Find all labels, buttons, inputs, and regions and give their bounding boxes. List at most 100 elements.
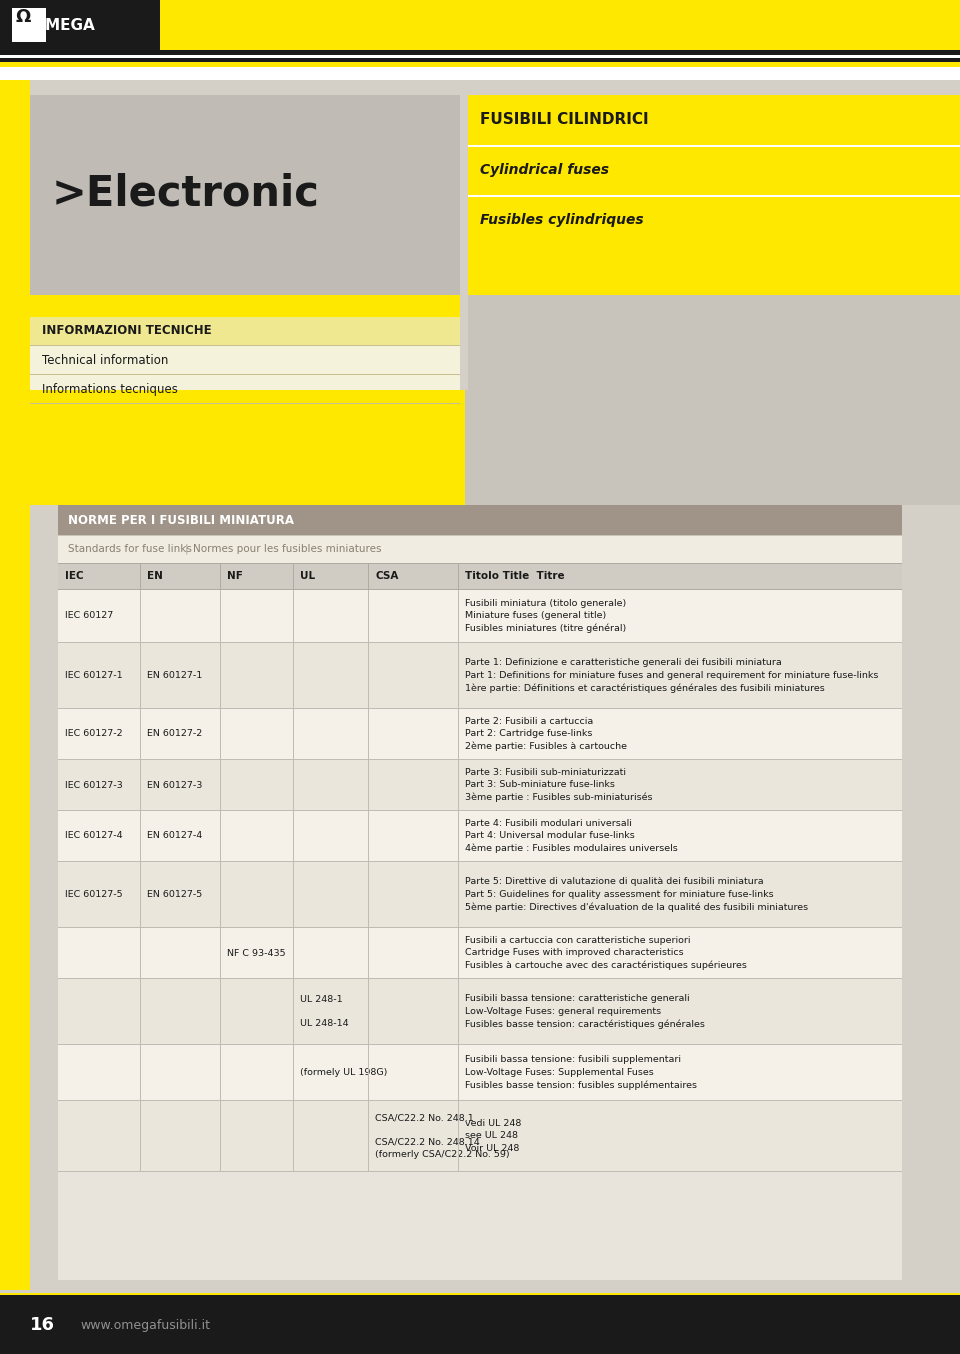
Bar: [143, 0, 144, 50]
Bar: [157, 0, 158, 50]
Bar: [30, 375, 460, 403]
Text: UL 248-1

UL 248-14: UL 248-1 UL 248-14: [300, 995, 348, 1028]
Text: Fusibili bassa tensione: fusibili supplementari
Low-Voltage Fuses: Supplemental : Fusibili bassa tensione: fusibili supple…: [465, 1056, 697, 1090]
Text: vedi UL 248
see UL 248
Voir UL 248: vedi UL 248 see UL 248 Voir UL 248: [465, 1120, 521, 1152]
Bar: [49, 0, 50, 50]
Bar: [72, 0, 73, 50]
Bar: [140, 1045, 141, 1099]
Bar: [113, 0, 114, 50]
Bar: [58, 590, 902, 642]
Bar: [0, 390, 465, 505]
Bar: [136, 0, 137, 50]
Bar: [149, 0, 150, 50]
Bar: [220, 709, 221, 760]
Bar: [121, 0, 122, 50]
Text: NF C 93-435: NF C 93-435: [227, 949, 286, 957]
Bar: [107, 0, 108, 50]
Text: Titolo Title  Titre: Titolo Title Titre: [465, 571, 564, 581]
Bar: [293, 590, 294, 642]
Bar: [148, 0, 149, 50]
Bar: [0, 56, 960, 58]
Bar: [114, 0, 115, 50]
Bar: [22, 0, 23, 50]
Bar: [30, 95, 460, 295]
Bar: [97, 0, 98, 50]
Text: CSA/C22.2 No. 248.1

CSA/C22.2 No. 248.14
(formerly CSA/C22.2 No. 59): CSA/C22.2 No. 248.1 CSA/C22.2 No. 248.14…: [375, 1113, 510, 1159]
Bar: [140, 1101, 141, 1171]
Bar: [128, 0, 129, 50]
Text: Normes pour les fusibles miniatures: Normes pour les fusibles miniatures: [193, 544, 381, 554]
Bar: [126, 0, 127, 50]
Bar: [468, 95, 960, 295]
Bar: [458, 563, 459, 589]
Bar: [122, 0, 123, 50]
Bar: [101, 0, 102, 50]
Bar: [140, 927, 141, 978]
Bar: [120, 0, 121, 50]
Bar: [368, 590, 369, 642]
Bar: [79, 0, 80, 50]
Bar: [28, 0, 29, 50]
Bar: [80, 0, 81, 50]
Bar: [0, 58, 960, 62]
Bar: [458, 1101, 459, 1171]
Bar: [85, 0, 86, 50]
Text: EN 60127-4: EN 60127-4: [147, 831, 203, 841]
Bar: [86, 0, 87, 50]
Bar: [142, 0, 143, 50]
Bar: [458, 927, 459, 978]
Bar: [458, 979, 459, 1044]
Text: Fusibili a cartuccia con caratteristiche superiori
Cartridge Fuses with improved: Fusibili a cartuccia con caratteristiche…: [465, 936, 747, 969]
Bar: [0, 1293, 960, 1294]
Bar: [55, 0, 56, 50]
Bar: [94, 0, 95, 50]
Bar: [76, 0, 77, 50]
Bar: [109, 0, 110, 50]
Bar: [81, 0, 82, 50]
Bar: [35, 0, 36, 50]
Text: Fusibles cylindriques: Fusibles cylindriques: [480, 213, 643, 227]
Text: Parte 4: Fusibili modulari universali
Part 4: Universal modular fuse-links
4ème : Parte 4: Fusibili modulari universali Pa…: [465, 819, 678, 853]
Text: IEC 60127-2: IEC 60127-2: [65, 730, 123, 738]
Bar: [293, 760, 294, 810]
Bar: [156, 0, 157, 50]
Bar: [119, 0, 120, 50]
Bar: [220, 643, 221, 708]
Text: Ω: Ω: [15, 8, 31, 26]
Bar: [125, 0, 126, 50]
Text: Cylindrical fuses: Cylindrical fuses: [480, 162, 609, 177]
Bar: [58, 563, 902, 589]
Bar: [0, 50, 960, 56]
Bar: [62, 0, 63, 50]
Bar: [89, 0, 90, 50]
Text: Technical information: Technical information: [42, 353, 168, 367]
Bar: [77, 0, 78, 50]
Bar: [220, 760, 221, 810]
Text: EN 60127-5: EN 60127-5: [147, 890, 203, 899]
Text: 16: 16: [30, 1316, 55, 1334]
Text: CSA: CSA: [375, 571, 398, 581]
Bar: [151, 0, 152, 50]
Bar: [115, 0, 116, 50]
Bar: [65, 0, 66, 50]
Bar: [41, 0, 42, 50]
Bar: [127, 0, 128, 50]
Bar: [116, 0, 117, 50]
Bar: [111, 0, 112, 50]
Bar: [48, 0, 49, 50]
Bar: [458, 643, 459, 708]
Bar: [36, 0, 37, 50]
Bar: [108, 0, 109, 50]
Text: EN 60127-2: EN 60127-2: [147, 730, 203, 738]
Bar: [220, 1045, 221, 1099]
Bar: [220, 979, 221, 1044]
Bar: [140, 709, 141, 760]
Bar: [53, 0, 54, 50]
Bar: [0, 66, 960, 80]
Bar: [134, 0, 135, 50]
Bar: [58, 927, 902, 978]
Bar: [75, 0, 76, 50]
Text: www.omegafusibili.it: www.omegafusibili.it: [80, 1319, 210, 1331]
Bar: [293, 1045, 294, 1099]
Bar: [12, 8, 46, 42]
